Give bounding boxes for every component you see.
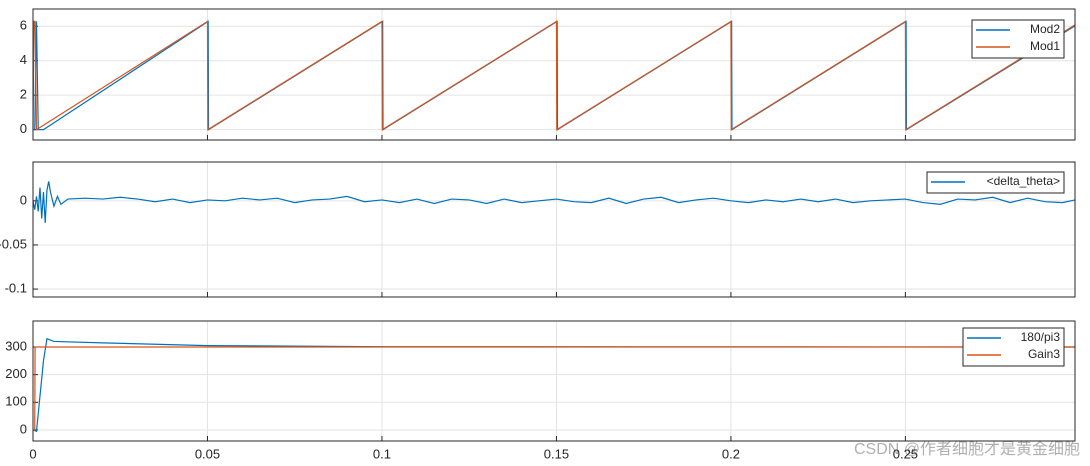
legend-label: Mod2 — [1030, 22, 1060, 36]
x-tick-label: 0.15 — [544, 446, 569, 461]
legend-label: <delta_theta> — [987, 174, 1060, 188]
legend: Mod2 Mod1 — [971, 19, 1065, 59]
plot-area — [33, 9, 1075, 140]
x-tick-label: 0.2 — [722, 446, 740, 461]
watermark: CSDN @作者细胞才是黄金细胞 — [854, 440, 1080, 458]
y-tick-label: 4 — [20, 52, 27, 67]
legend-box — [971, 19, 1065, 59]
legend-box — [962, 327, 1065, 367]
y-tick-label: 200 — [5, 366, 27, 381]
x-tick-label: 0 — [29, 446, 36, 461]
axes-box — [32, 8, 1076, 141]
legend: <delta_theta> — [926, 171, 1065, 194]
series-line — [32, 181, 1076, 223]
legend-box — [926, 171, 1065, 194]
series-line — [32, 20, 1076, 131]
y-tick-label: 100 — [5, 394, 27, 409]
series-line — [33, 346, 1075, 431]
y-tick-label: -0.05 — [0, 236, 27, 251]
y-tick-label: -0.1 — [5, 280, 27, 295]
y-tick-label: 300 — [5, 338, 27, 353]
axes-box — [32, 161, 1076, 298]
y-tick-label: 2 — [20, 87, 27, 102]
x-tick-label: 0.05 — [195, 446, 220, 461]
y-tick-label: 6 — [20, 18, 27, 33]
legend-label: Mod1 — [1030, 39, 1060, 53]
y-tick-label: 0 — [20, 121, 27, 136]
legend: 180/pi3 Gain3 — [962, 327, 1065, 367]
y-tick-label: 0 — [20, 421, 27, 436]
y-tick-label: 0 — [20, 192, 27, 207]
plot-area — [33, 321, 1075, 441]
series-line — [32, 337, 1076, 433]
x-tick-label: 0.1 — [373, 446, 391, 461]
axes-box — [32, 320, 1076, 442]
legend-label: Gain3 — [1028, 347, 1060, 361]
legend-label: 180/pi3 — [1021, 330, 1061, 344]
plot-area — [33, 162, 1075, 297]
x-tick-label: 0.25 — [893, 446, 918, 461]
